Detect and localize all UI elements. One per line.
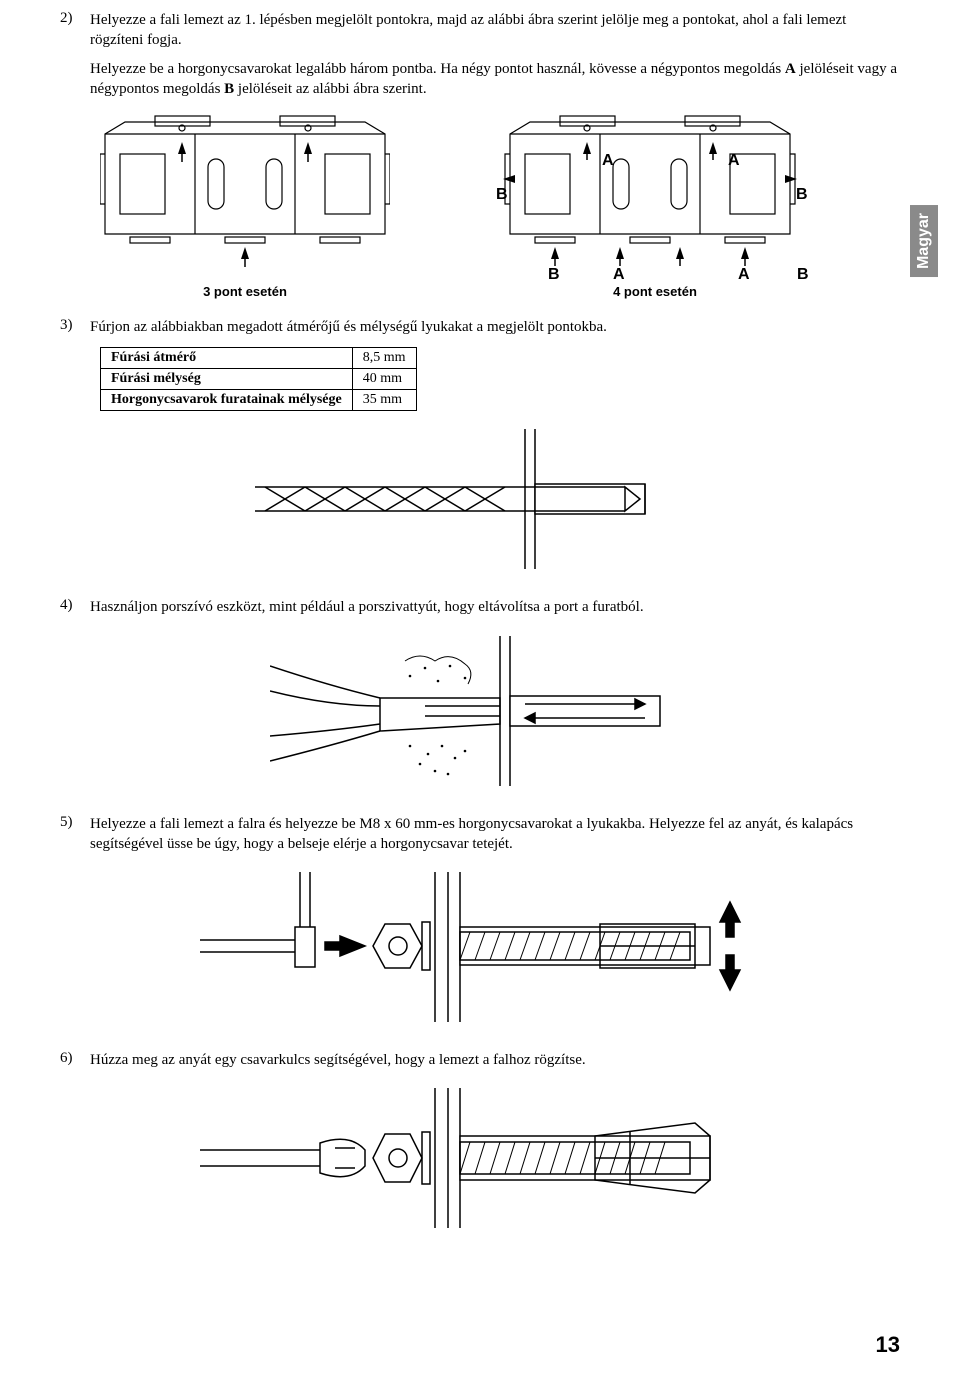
cell-value: 35 mm	[352, 390, 416, 411]
cell-label: Horgonycsavarok furatainak mélysége	[101, 390, 353, 411]
caption-4pt: 4 pont esetén	[500, 284, 810, 299]
bracket-4pt: A A B B B A A B	[500, 114, 810, 279]
cell-label: Fúrási átmérő	[101, 348, 353, 369]
label-a: A	[613, 266, 625, 284]
label-b: B	[797, 266, 809, 284]
step-4: 4) Használjon porszívó eszközt, mint pél…	[60, 597, 900, 617]
label-b: B	[548, 266, 560, 284]
drill-table: Fúrási átmérő 8,5 mm Fúrási mélység 40 m…	[100, 347, 417, 411]
label-b: B	[796, 186, 808, 204]
cell-value: 8,5 mm	[352, 348, 416, 369]
step-2: 2) Helyezze a fali lemezt az 1. lépésben…	[60, 10, 900, 99]
step-5-number: 5)	[60, 814, 90, 855]
bracket-diagrams: A A B B B A A B	[100, 114, 900, 279]
step-2-p1: Helyezze a fali lemezt az 1. lépésben me…	[90, 10, 900, 51]
step-3-text: Fúrjon az alábbiakban megadott átmérőjű …	[90, 317, 900, 337]
page-number: 13	[876, 1332, 900, 1358]
table-row: Fúrási átmérő 8,5 mm	[101, 348, 417, 369]
bracket-3pt	[100, 114, 390, 279]
caption-3pt: 3 pont esetén	[100, 284, 390, 299]
language-tab: Magyar	[910, 205, 938, 277]
step-5-text: Helyezze a fali lemezt a falra és helyez…	[90, 814, 900, 855]
cell-label: Fúrási mélység	[101, 369, 353, 390]
step-3: 3) Fúrjon az alábbiakban megadott átmérő…	[60, 317, 900, 337]
step-2-text: Helyezze a fali lemezt az 1. lépésben me…	[90, 10, 900, 99]
step-4-number: 4)	[60, 597, 90, 617]
label-a: A	[728, 152, 740, 170]
label-b: B	[496, 186, 508, 204]
step-3-number: 3)	[60, 317, 90, 337]
drill-figure	[60, 429, 900, 569]
table-row: Fúrási mélység 40 mm	[101, 369, 417, 390]
tighten-figure	[60, 1088, 900, 1228]
vacuum-figure	[60, 636, 900, 786]
label-a: A	[602, 152, 614, 170]
label-a: A	[738, 266, 750, 284]
step-2-number: 2)	[60, 10, 90, 99]
step-2-p2: Helyezze be a horgonycsavarokat legalább…	[90, 59, 900, 100]
anchor-figure	[60, 872, 900, 1022]
step-4-text: Használjon porszívó eszközt, mint példáu…	[90, 597, 900, 617]
cell-value: 40 mm	[352, 369, 416, 390]
step-6-text: Húzza meg az anyát egy csavarkulcs segít…	[90, 1050, 900, 1070]
step-6-number: 6)	[60, 1050, 90, 1070]
table-row: Horgonycsavarok furatainak mélysége 35 m…	[101, 390, 417, 411]
step-6: 6) Húzza meg az anyát egy csavarkulcs se…	[60, 1050, 900, 1070]
bracket-captions: 3 pont esetén 4 pont esetén	[100, 284, 900, 299]
step-5: 5) Helyezze a fali lemezt a falra és hel…	[60, 814, 900, 855]
